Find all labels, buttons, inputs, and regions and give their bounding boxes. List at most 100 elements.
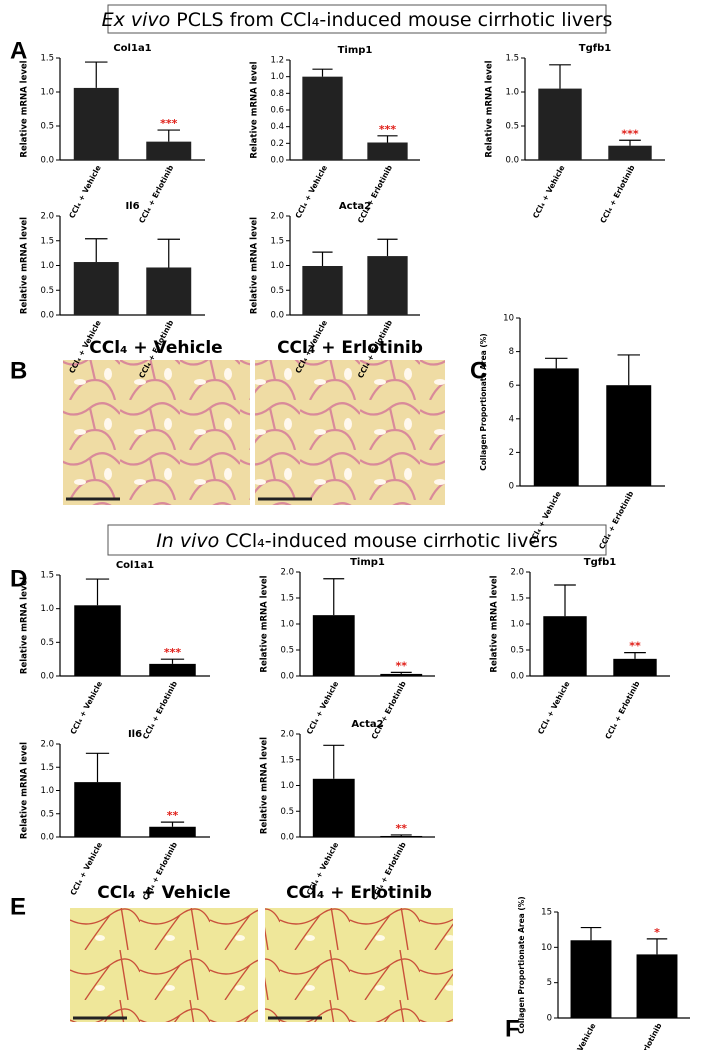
y-tick-label: 1.0 [40,604,54,614]
bar [73,87,119,160]
error-bar [85,752,110,783]
error-bar [157,129,180,142]
y-tick-label: 0.5 [280,646,294,656]
error-bar [617,354,640,386]
panel-letter: C [470,357,487,384]
error-bar [619,139,641,146]
error-bar [85,61,108,88]
y-tick-label: 0.0 [270,156,284,166]
y-tick-label: 0.2 [270,139,284,149]
x-tick-label: CCl₄ + Vehicle [531,164,567,220]
y-tick-label: 1.0 [270,72,284,82]
bar [608,145,652,160]
y-tick-label: 1.0 [280,781,294,791]
x-tick-label: CCl₄ + Erlotinib [625,1021,663,1050]
error-bar [390,671,412,674]
bar [606,385,652,486]
panel-letter: B [10,357,27,384]
y-tick-label: 5 [547,978,552,988]
x-tick-label: CCl₄ + Vehicle [562,1022,598,1050]
error-bar [323,578,345,616]
y-tick-label: 1.0 [280,620,294,630]
y-tick-label: 0 [509,482,514,492]
significance: ** [395,659,407,672]
error-bar [312,68,333,77]
y-tick-label: 0.5 [510,646,524,656]
bar [149,663,196,676]
bar [380,835,423,837]
y-tick-label: 1.5 [270,236,284,246]
error-bar [390,834,412,836]
y-tick-label: 2.0 [280,568,294,578]
error-bar [157,238,180,268]
chart-title: Timp1 [338,45,373,56]
y-axis-label: Relative mRNA level [20,577,30,674]
x-tick-label: CCl₄ + Vehicle [67,164,103,220]
significance: *** [164,646,182,659]
y-tick-label: 6 [509,381,514,391]
x-tick-label: CCl₄ + Vehicle [68,680,104,736]
y-axis-label: Relative mRNA level [20,60,30,157]
bar [570,940,612,1018]
y-tick-label: 8 [509,347,514,357]
error-bar [554,584,576,617]
x-tick-label: CCl₄ + Vehicle [293,164,329,220]
y-axis-label: Relative mRNA level [260,575,270,672]
bar [74,605,121,676]
y-tick-label: 0.0 [505,156,519,166]
y-tick-label: 0.0 [280,833,294,843]
bar [302,76,343,160]
y-axis-label: Relative mRNA level [250,217,260,314]
chart-title: Il6 [125,201,139,212]
y-tick-label: 1.5 [280,594,294,604]
y-tick-label: 10 [541,943,552,953]
x-tick-label: CCl₄ + Erlotinib [370,679,408,741]
y-tick-label: 1.5 [510,594,524,604]
x-tick-label: CCl₄ + Erlotinib [141,679,179,741]
error-bar [312,251,333,266]
panel-letter: F [505,1015,520,1042]
y-tick-label: 0.0 [40,156,54,166]
y-tick-label: 1.0 [40,88,54,98]
error-bar [85,578,110,606]
y-tick-label: 1.5 [40,763,54,773]
significance: * [654,926,660,939]
y-axis-label: Relative mRNA level [485,60,495,157]
y-axis-label: Collagen Proportionate Area (%) [479,333,488,470]
bar [367,142,408,160]
y-tick-label: 0.5 [270,286,284,296]
error-bar [646,938,668,955]
image-caption: CCl₄ + Vehicle [89,338,222,358]
y-tick-label: 0.0 [270,311,284,321]
y-tick-label: 1.5 [280,755,294,765]
y-tick-label: 0.5 [40,286,54,296]
error-bar [377,135,398,143]
bar [543,616,587,676]
significance: *** [621,127,639,140]
x-tick-label: CCl₄ + Vehicle [305,680,341,736]
bar [74,782,121,837]
y-tick-label: 2.0 [40,212,54,222]
chart-title: Il6 [128,729,142,740]
significance: *** [379,123,397,136]
y-tick-label: 15 [541,908,552,918]
panel-letter: A [10,37,27,64]
bar [367,256,408,315]
x-tick-label: CCl₄ + Erlotinib [603,679,641,741]
chart-title: Col1a1 [116,560,154,571]
bar [380,673,423,676]
y-tick-label: 0.0 [40,311,54,321]
y-tick-label: 4 [509,414,514,424]
chart-title: Acta2 [339,201,371,212]
y-tick-label: 2.0 [40,740,54,750]
y-axis-label: Relative mRNA level [490,575,500,672]
histology-image [63,360,250,505]
image-caption: CCl₄ + Vehicle [97,883,230,903]
bar [302,265,343,315]
bar [613,658,657,676]
chart-title: Col1a1 [113,43,151,54]
y-tick-label: 10 [503,314,514,324]
y-tick-label: 0.0 [280,672,294,682]
y-tick-label: 1.0 [270,261,284,271]
